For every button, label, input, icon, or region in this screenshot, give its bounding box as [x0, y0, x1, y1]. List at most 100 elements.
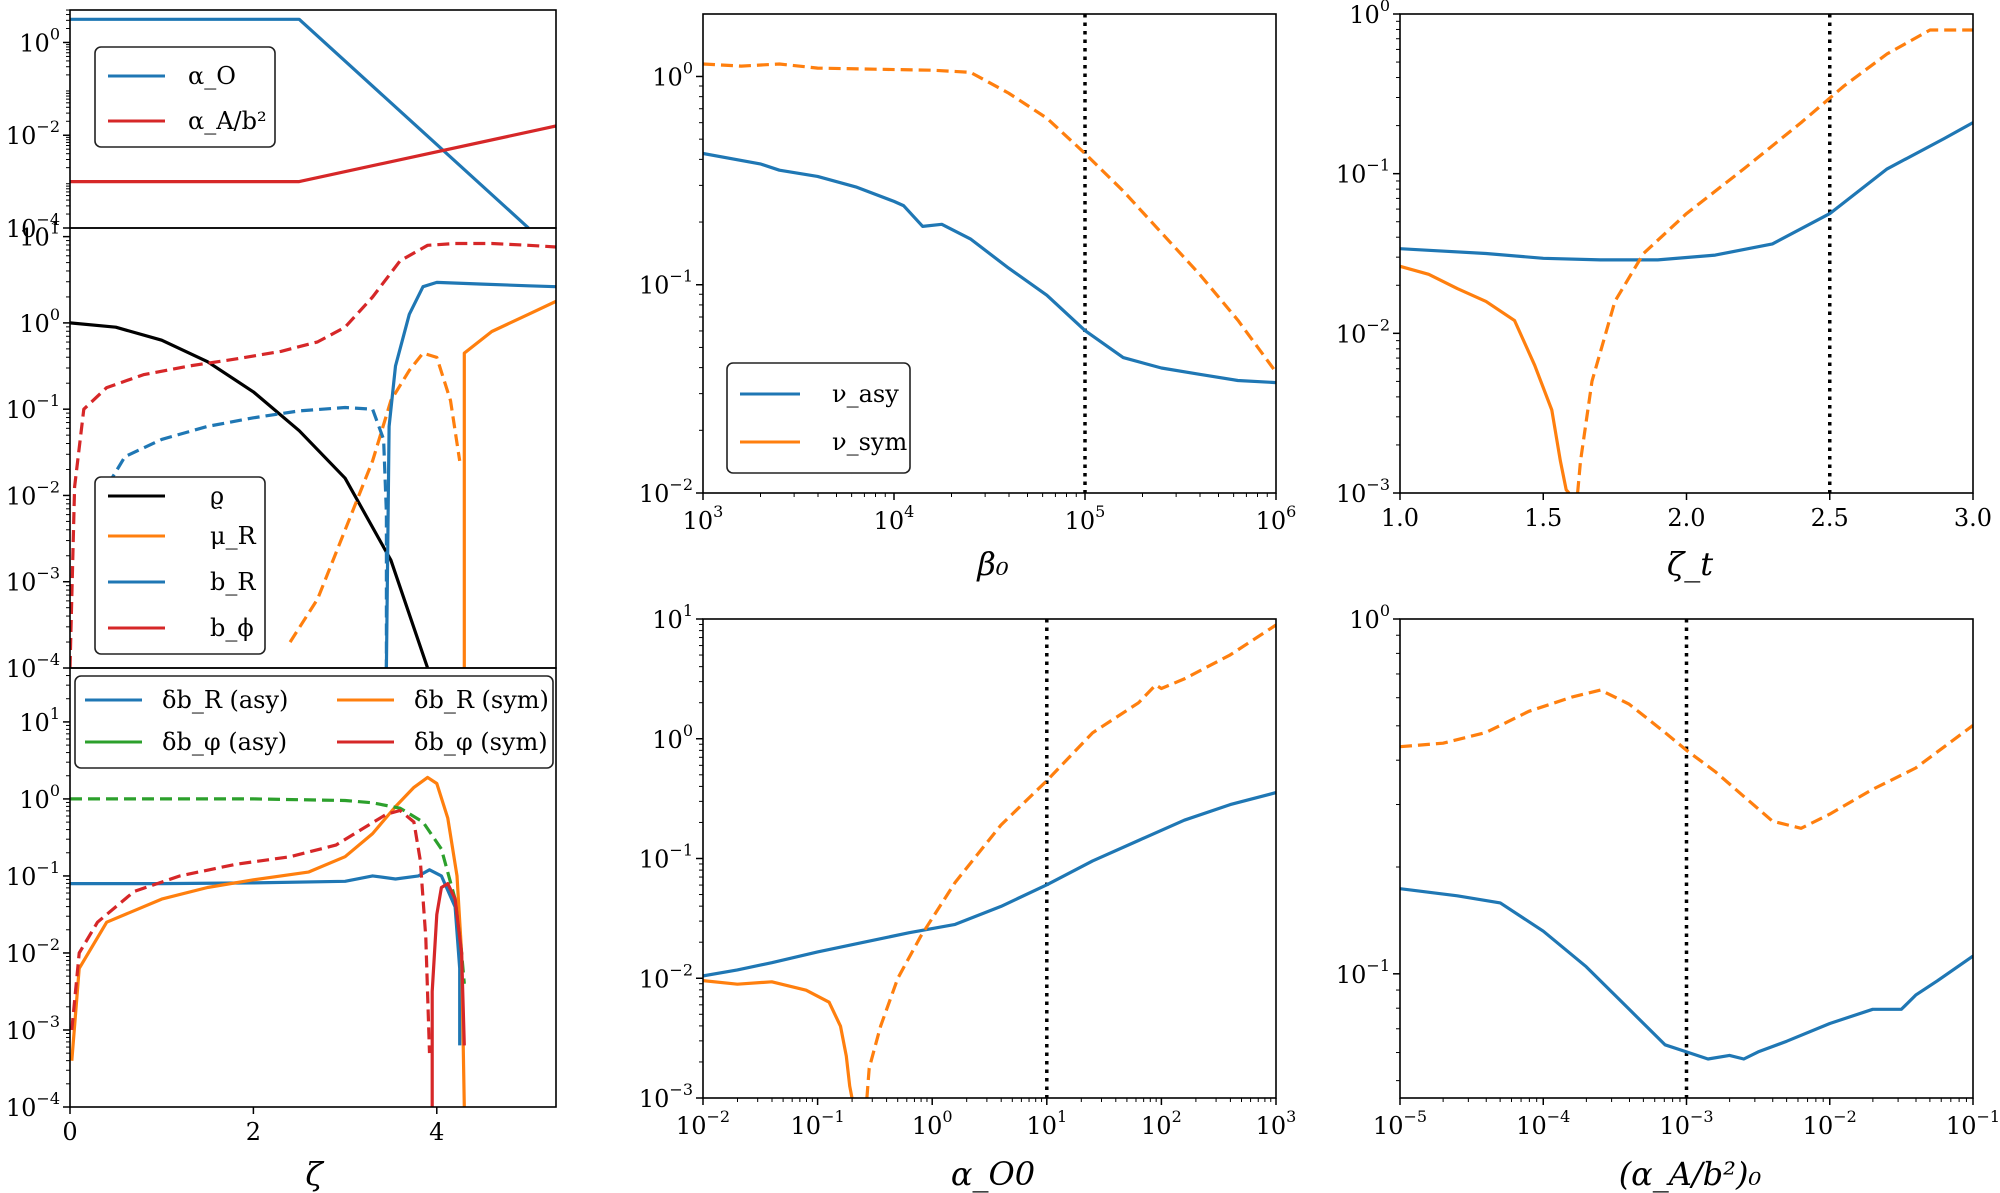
ytick-label-alpha_O0-0: 100	[652, 721, 693, 754]
series-left_mid-5	[70, 241, 556, 668]
series-alpha_O0-2	[865, 623, 1276, 1098]
xtick-label-zeta_t: 1.0	[1381, 504, 1419, 532]
xtick-label-alpha_O0-3: 103	[1256, 1107, 1297, 1140]
ytick-label-left_top--4: 10−4	[6, 210, 60, 243]
frame-beta	[702, 13, 1277, 494]
legend-label-dbR-asy: δb_R (asy)	[162, 686, 288, 714]
xlabel-beta0-text: β₀	[976, 545, 1009, 583]
xtick-label-alpha_A0--4: 10−4	[1516, 1107, 1570, 1140]
series-zeta_t-0	[1400, 121, 1973, 262]
series-left_bot-2	[70, 797, 466, 984]
xlabel-alpha-O0-text: α_O0	[951, 1155, 1035, 1193]
xtick-label-left: 2	[246, 1118, 261, 1146]
legend-label-nu-asy: ν_asy	[832, 380, 899, 408]
plot-area-alpha_A0	[1400, 619, 1973, 1098]
xtick-label-beta-5: 105	[1065, 502, 1106, 535]
legend-label-b-R: b_R	[210, 568, 256, 596]
series-alpha_A0-0	[1400, 887, 1973, 1061]
xtick-label-zeta_t: 2.5	[1811, 504, 1849, 532]
xtick-label-beta-6: 106	[1256, 502, 1297, 535]
legend-label-nu-sym: ν_sym	[832, 428, 907, 456]
xlabel-zeta-t: ζ_t	[1667, 545, 1713, 583]
series-left_mid-3	[95, 405, 388, 668]
series-left_bot-3	[70, 808, 432, 1054]
xtick-label-zeta_t: 1.5	[1524, 504, 1562, 532]
series-left_mid-0	[70, 321, 430, 668]
series-beta-1	[703, 62, 1276, 374]
xtick-label-zeta_t: 2.0	[1667, 504, 1705, 532]
series-left_bot-1	[70, 775, 466, 1107]
legend-label-dbphi-sym: δb_φ (sym)	[414, 728, 548, 756]
ytick-label-left_bot--3: 10−3	[6, 1012, 60, 1045]
ytick-label-left_mid-0: 100	[19, 305, 60, 338]
legend-label-mu-R: μ_R	[210, 522, 257, 550]
plot-area-left_mid	[70, 241, 556, 668]
xtick-label-alpha_A0--5: 10−5	[1373, 1107, 1427, 1140]
xtick-label-alpha_O0-2: 102	[1141, 1107, 1182, 1140]
ytick-label-left_bot-0: 100	[19, 781, 60, 814]
ytick-label-beta--2: 10−2	[639, 475, 693, 508]
legend-beta: ν_asy ν_sym	[726, 362, 911, 474]
ytick-label-left_mid-1: 101	[19, 219, 60, 252]
xtick-label-left: 0	[62, 1118, 77, 1146]
ytick-label-left_top-0: 100	[19, 24, 60, 57]
legend-label-b-phi: b_ϕ	[210, 614, 254, 642]
series-alpha_O0-0	[703, 791, 1276, 978]
series-zeta_t-1	[1400, 264, 1571, 493]
legend-left-bot: δb_R (asy) δb_R (sym) δb_φ (asy) δb_φ (s…	[74, 675, 554, 769]
xtick-label-alpha_A0--1: 10−1	[1946, 1107, 2000, 1140]
series-zeta_t-2	[1576, 28, 1973, 493]
plot-area-beta	[703, 14, 1276, 493]
series-left_top-1	[70, 124, 556, 184]
series-left_mid-2	[462, 299, 556, 668]
ytick-label-beta--1: 10−1	[639, 267, 693, 300]
series-left_mid-4	[384, 280, 556, 668]
ytick-label-left_bot-1: 101	[19, 704, 60, 737]
xtick-label-alpha_O0-1: 101	[1026, 1107, 1067, 1140]
legend-left-top: α_O α_A/b²	[94, 46, 276, 148]
ytick-label-alpha_A0-0: 100	[1349, 601, 1390, 634]
xtick-label-beta-3: 103	[683, 502, 724, 535]
ytick-label-zeta_t--1: 10−1	[1336, 156, 1390, 189]
xtick-label-alpha_A0--2: 10−2	[1803, 1107, 1857, 1140]
xtick-label-beta-4: 104	[874, 502, 915, 535]
frame-alpha_O0	[702, 618, 1277, 1099]
ytick-label-alpha_O0-1: 101	[652, 601, 693, 634]
ticks-layer: 10−410−210010−410−310−210−110010110−410−…	[6, 0, 2000, 1146]
plots-layer	[70, 14, 1973, 1107]
ytick-label-alpha_O0--2: 10−2	[639, 960, 693, 993]
series-left_bot-4	[430, 881, 466, 1107]
plot-area-alpha_O0	[703, 619, 1276, 1098]
xtick-label-alpha_O0--1: 10−1	[791, 1107, 845, 1140]
series-alpha_O0-1	[703, 979, 854, 1098]
series-alpha_A0-1	[1400, 688, 1973, 830]
xtick-label-left: 4	[429, 1118, 444, 1146]
ytick-label-alpha_O0--1: 10−1	[639, 841, 693, 874]
legend-label-rho: ϱ	[210, 482, 224, 510]
ytick-label-left_bot--4: 10−4	[6, 1089, 60, 1122]
legend-left-mid: ϱ μ_R b_R b_ϕ	[94, 476, 266, 655]
xlabel-zeta-t-text: ζ_t	[1667, 545, 1713, 583]
ytick-label-zeta_t-0: 100	[1349, 0, 1390, 29]
ytick-label-zeta_t--2: 10−2	[1336, 315, 1390, 348]
ytick-label-left_bot--2: 10−2	[6, 935, 60, 968]
series-left_mid-1	[288, 351, 462, 643]
xlabel-zeta: ζ	[305, 1155, 324, 1193]
ytick-label-left_top--2: 10−2	[6, 117, 60, 150]
xlabel-alpha-O0: α_O0	[951, 1155, 1035, 1193]
ytick-label-left_mid--3: 10−3	[6, 564, 60, 597]
plot-area-left_bot	[70, 775, 466, 1107]
xlabel-beta0: β₀	[976, 545, 1009, 583]
xlabel-alpha-A0-text: (α_A/b²)₀	[1619, 1155, 1762, 1193]
ytick-label-beta-0: 100	[652, 58, 693, 91]
xtick-label-alpha_A0--3: 10−3	[1659, 1107, 1713, 1140]
ytick-label-left_mid--1: 10−1	[6, 391, 60, 424]
legend-label-dbphi-asy: δb_φ (asy)	[162, 728, 287, 756]
ytick-label-left_mid--2: 10−2	[6, 477, 60, 510]
plot-area-left_top	[70, 17, 556, 228]
plot-area-zeta_t	[1400, 14, 1973, 493]
ytick-label-left_mid--4: 10−4	[6, 650, 60, 683]
legend-label-alpha-A: α_A/b²	[188, 107, 267, 135]
legend-label-dbR-sym: δb_R (sym)	[414, 686, 549, 714]
